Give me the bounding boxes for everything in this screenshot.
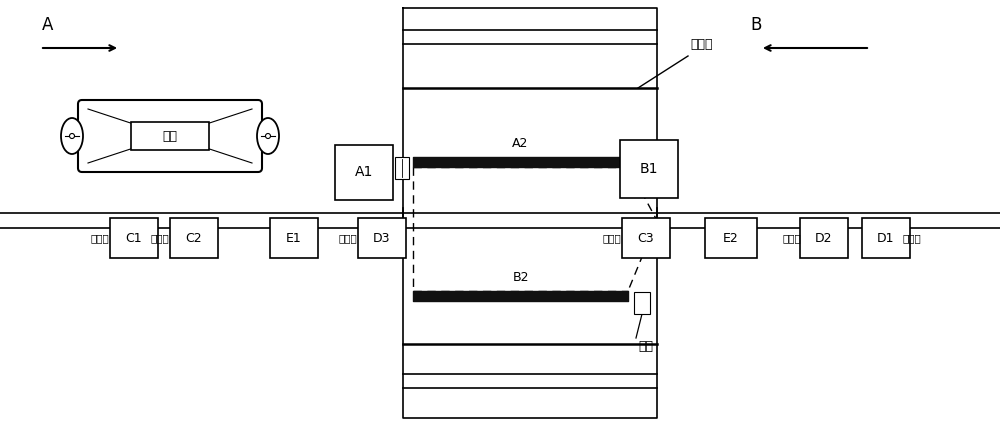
Text: 传感器: 传感器 [603,233,621,243]
Text: A2: A2 [512,137,529,150]
Text: 电台: 电台 [162,130,178,143]
Text: 传感器: 传感器 [151,233,169,243]
Text: A: A [42,16,53,34]
Bar [270,218,318,258]
Text: E1: E1 [286,231,302,245]
Bar [800,218,848,258]
Text: D3: D3 [373,231,391,245]
Bar [622,218,670,258]
Text: 传感器: 传感器 [91,233,109,243]
Ellipse shape [61,118,83,154]
Text: 停车线: 停车线 [690,38,712,52]
Bar [335,145,393,200]
Text: B2: B2 [512,271,529,284]
Ellipse shape [70,133,74,138]
Text: 传感器: 传感器 [783,233,801,243]
Bar [395,157,409,179]
Bar [705,218,757,258]
Bar [862,218,910,258]
Text: 传感器: 传感器 [339,233,357,243]
Text: B1: B1 [640,162,658,176]
Text: C3: C3 [638,231,654,245]
Text: C2: C2 [186,231,202,245]
Text: C1: C1 [126,231,142,245]
Text: 传感器: 传感器 [903,233,921,243]
Text: E2: E2 [723,231,739,245]
Text: 电台: 电台 [638,340,653,353]
Bar [620,140,678,198]
Bar [110,218,158,258]
Bar [131,122,209,150]
Text: D2: D2 [815,231,833,245]
Text: B: B [750,16,761,34]
Bar [358,218,406,258]
Bar [634,292,650,314]
Text: D1: D1 [877,231,895,245]
Text: A1: A1 [355,165,373,179]
Ellipse shape [266,133,270,138]
Bar [170,218,218,258]
FancyBboxPatch shape [78,100,262,172]
Ellipse shape [257,118,279,154]
